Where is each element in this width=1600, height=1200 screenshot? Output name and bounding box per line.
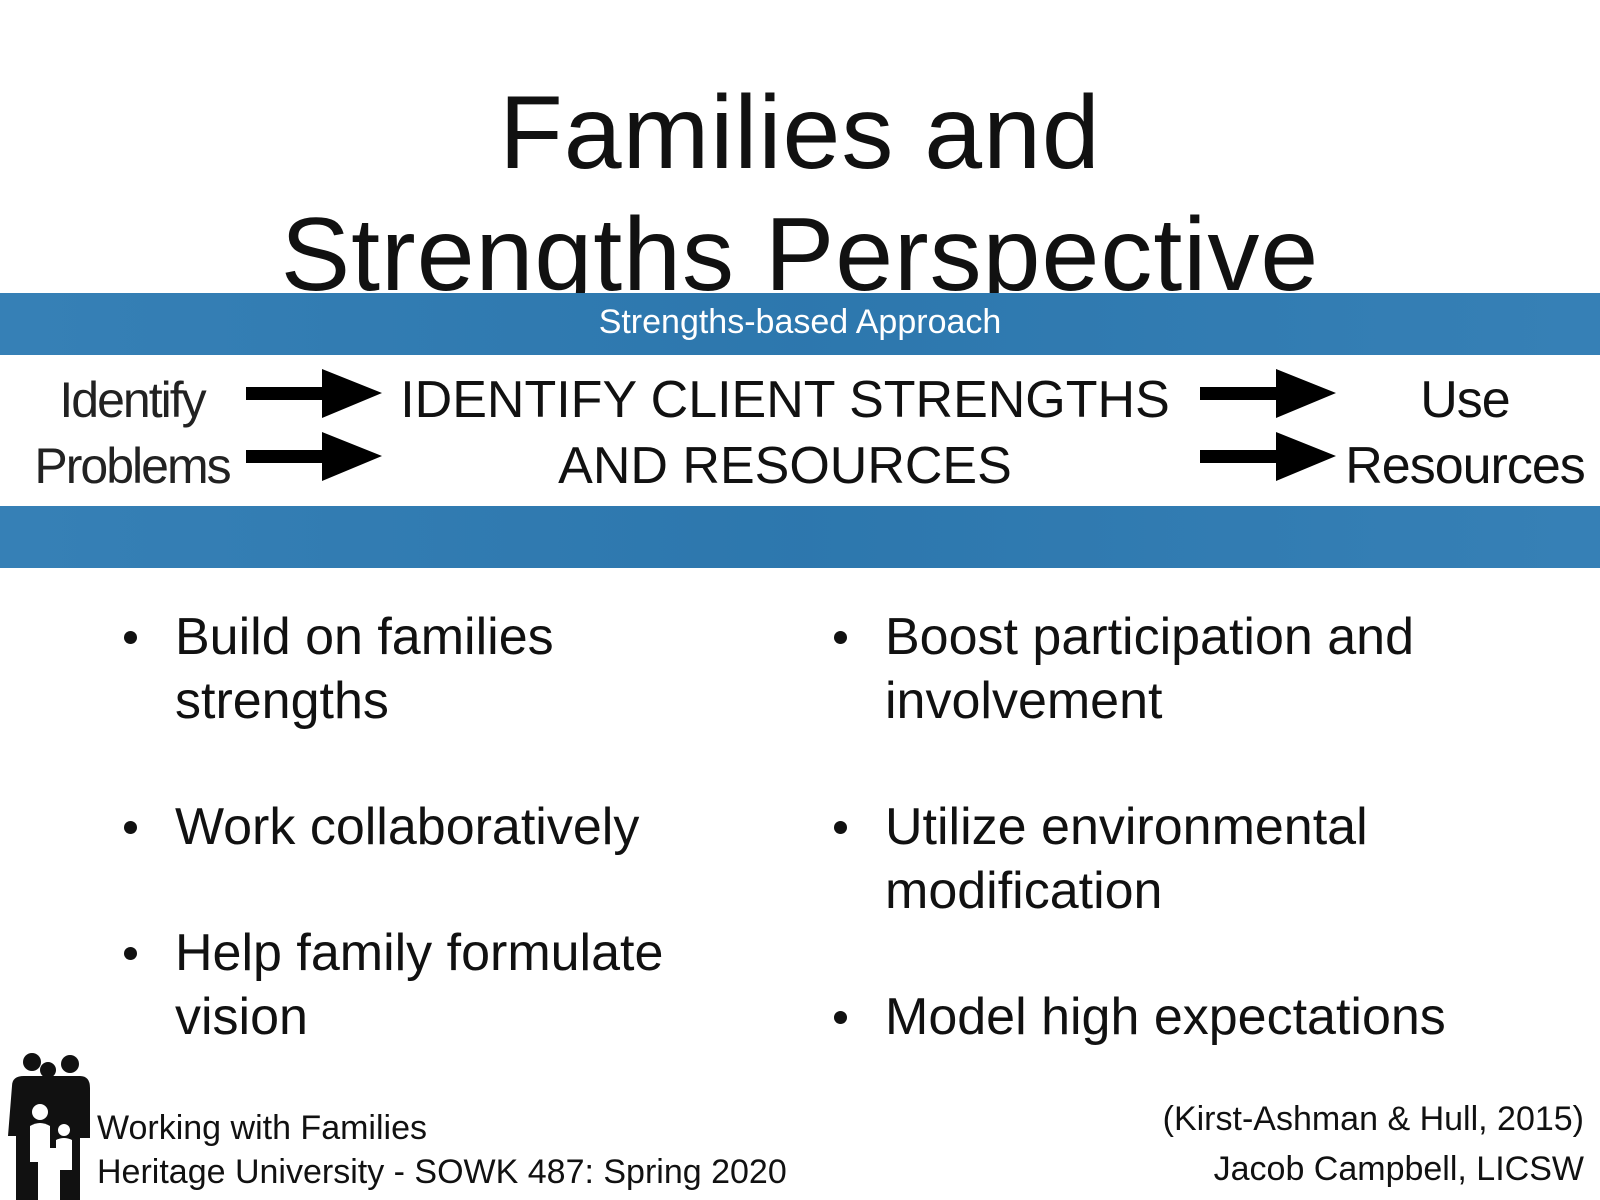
bullet-dot-icon bbox=[124, 947, 137, 960]
bullet-dot-icon bbox=[834, 821, 847, 834]
band-bottom bbox=[0, 506, 1600, 568]
bullet-dot-icon bbox=[124, 821, 137, 834]
bullet-list-left: Build on families strengths Work collabo… bbox=[120, 605, 760, 1111]
arrow-icon bbox=[1200, 369, 1336, 481]
bullet-dot-icon bbox=[834, 631, 847, 644]
author: Jacob Campbell, LICSW bbox=[1213, 1150, 1584, 1188]
use-resources-label: Use Resources bbox=[1345, 371, 1586, 495]
bullet-item: Work collaboratively bbox=[120, 795, 760, 859]
bullet-item: Boost participation and involvement bbox=[830, 605, 1590, 733]
identify-problems-label: Identify Problems bbox=[34, 372, 231, 494]
band-top bbox=[0, 293, 1600, 355]
bullet-dot-icon bbox=[124, 631, 137, 644]
bullet-list-right: Boost participation and involvement Util… bbox=[830, 605, 1590, 1111]
arrow-icon bbox=[246, 369, 382, 481]
citation-block: (Kirst-Ashman & Hull, 2015) Jacob Campbe… bbox=[1163, 1094, 1584, 1194]
bullet-item: Help family formulate vision bbox=[120, 921, 760, 1049]
identify-strengths-label: IDENTIFY CLIENT STRENGTHS AND RESOURCES bbox=[400, 371, 1170, 495]
course-info: Working with Families Heritage Universit… bbox=[97, 1109, 787, 1191]
bullet-item: Utilize environmental modification bbox=[830, 795, 1590, 923]
bullet-dot-icon bbox=[834, 1011, 847, 1024]
band-label: Strengths-based Approach bbox=[598, 303, 1002, 341]
approach-flow: Identify Problems IDENTIFY CLIENT STRENG… bbox=[0, 355, 1600, 505]
bullet-item: Model high expectations bbox=[830, 985, 1590, 1049]
citation: (Kirst-Ashman & Hull, 2015) bbox=[1162, 1100, 1584, 1138]
family-icon bbox=[8, 1053, 90, 1200]
bullet-item: Build on families strengths bbox=[120, 605, 760, 733]
title-line-1: Families and bbox=[499, 75, 1101, 191]
slide-title: Families and Strengths Perspective bbox=[0, 72, 1600, 316]
